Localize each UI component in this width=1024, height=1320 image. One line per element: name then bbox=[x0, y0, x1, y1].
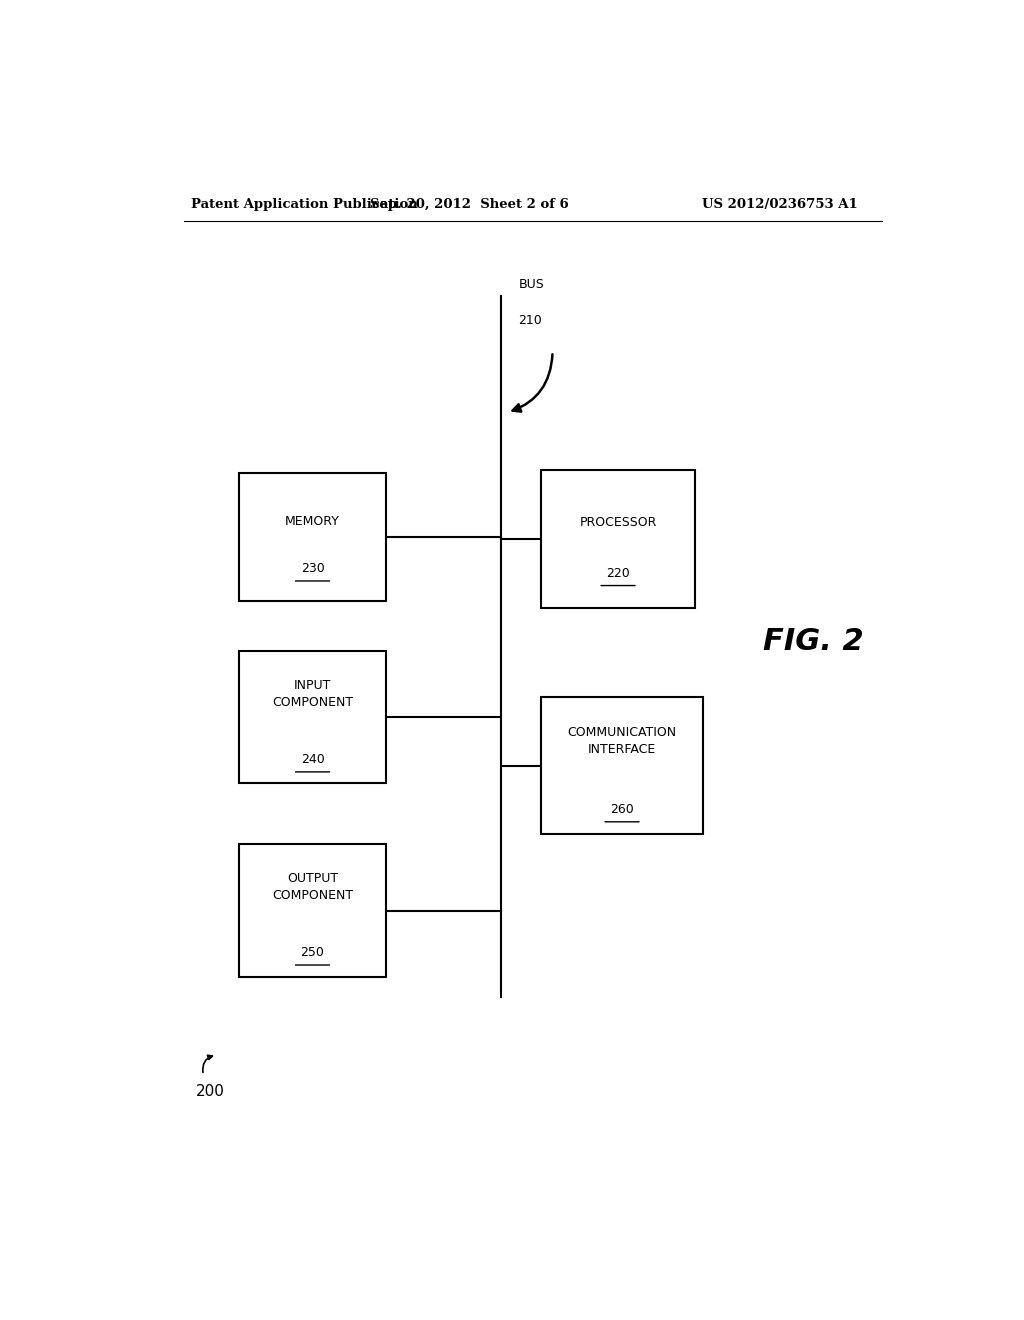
FancyArrowPatch shape bbox=[203, 1055, 212, 1072]
Text: 220: 220 bbox=[606, 566, 630, 579]
Text: OUTPUT
COMPONENT: OUTPUT COMPONENT bbox=[272, 871, 353, 902]
Text: 260: 260 bbox=[610, 803, 634, 816]
Text: 210: 210 bbox=[518, 314, 542, 327]
Text: Sep. 20, 2012  Sheet 2 of 6: Sep. 20, 2012 Sheet 2 of 6 bbox=[370, 198, 568, 211]
Bar bbox=[240, 474, 386, 601]
Text: 250: 250 bbox=[301, 946, 325, 960]
Text: 200: 200 bbox=[196, 1084, 224, 1100]
Text: FIG. 2: FIG. 2 bbox=[763, 627, 863, 656]
Bar bbox=[240, 845, 386, 977]
Bar bbox=[541, 697, 703, 834]
Text: INPUT
COMPONENT: INPUT COMPONENT bbox=[272, 678, 353, 709]
Text: 230: 230 bbox=[301, 562, 325, 576]
Bar bbox=[541, 470, 695, 607]
Text: PROCESSOR: PROCESSOR bbox=[580, 516, 656, 529]
Text: MEMORY: MEMORY bbox=[285, 515, 340, 528]
Text: COMMUNICATION
INTERFACE: COMMUNICATION INTERFACE bbox=[567, 726, 677, 756]
Bar bbox=[240, 651, 386, 784]
Text: 240: 240 bbox=[301, 754, 325, 766]
Text: US 2012/0236753 A1: US 2012/0236753 A1 bbox=[702, 198, 858, 211]
FancyArrowPatch shape bbox=[513, 354, 553, 412]
Text: BUS: BUS bbox=[518, 277, 544, 290]
Text: Patent Application Publication: Patent Application Publication bbox=[191, 198, 418, 211]
